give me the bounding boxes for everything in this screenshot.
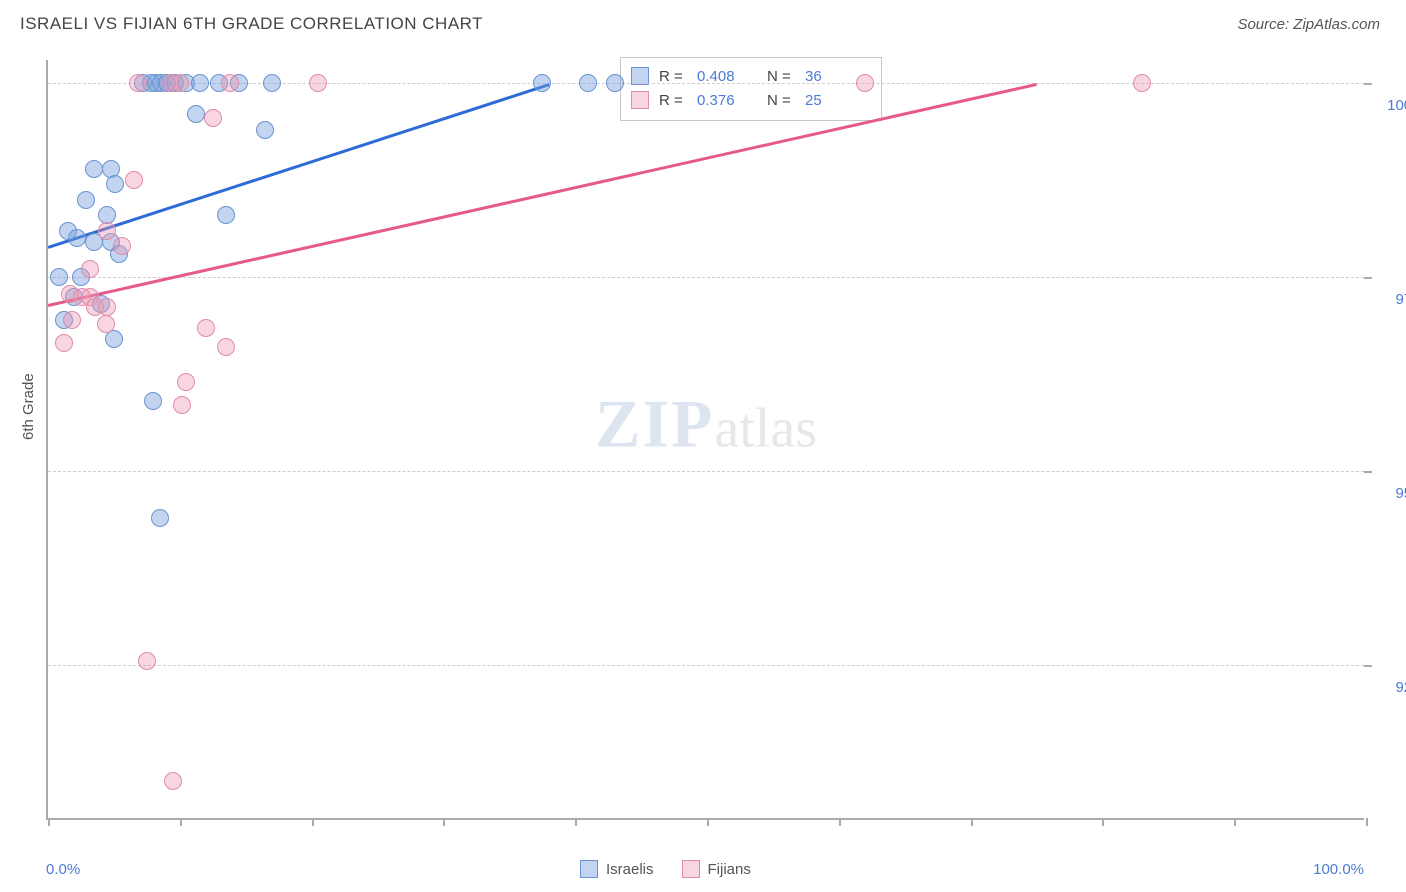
plot-area: ZIPatlas R = 0.408 N = 36 R = 0.376 N = … — [46, 60, 1364, 820]
legend-r-label: R = — [659, 92, 687, 109]
y-tick — [1364, 83, 1372, 85]
x-tick — [839, 818, 841, 826]
swatch-fijians — [682, 860, 700, 878]
watermark: ZIPatlas — [595, 384, 817, 463]
data-point — [217, 338, 235, 356]
legend-n-label: N = — [767, 92, 795, 109]
y-tick-label: 100.0% — [1378, 97, 1406, 114]
data-point — [1133, 74, 1151, 92]
y-tick — [1364, 471, 1372, 473]
legend-row-israelis: R = 0.408 N = 36 — [631, 64, 865, 88]
data-point — [221, 74, 239, 92]
x-tick — [1234, 818, 1236, 826]
data-point — [606, 74, 624, 92]
data-point — [856, 74, 874, 92]
gridline — [48, 277, 1364, 278]
x-axis-min-label: 0.0% — [46, 861, 80, 878]
legend-r-value-fijians: 0.376 — [697, 92, 757, 109]
data-point — [151, 509, 169, 527]
y-tick-label: 92.5% — [1378, 679, 1406, 696]
data-point — [68, 229, 86, 247]
x-tick — [180, 818, 182, 826]
swatch-israelis — [580, 860, 598, 878]
legend-n-value-fijians: 25 — [805, 92, 865, 109]
x-tick — [312, 818, 314, 826]
legend-n-label: N = — [767, 68, 795, 85]
legend-row-fijians: R = 0.376 N = 25 — [631, 88, 865, 112]
series-legend: Israelis Fijians — [580, 860, 751, 878]
data-point — [579, 74, 597, 92]
data-point — [144, 392, 162, 410]
swatch-fijians — [631, 91, 649, 109]
legend-label-fijians: Fijians — [708, 861, 751, 878]
x-tick — [707, 818, 709, 826]
data-point — [171, 74, 189, 92]
data-point — [204, 109, 222, 127]
data-point — [263, 74, 281, 92]
data-point — [191, 74, 209, 92]
data-point — [97, 315, 115, 333]
legend-label-israelis: Israelis — [606, 861, 654, 878]
trend-line — [48, 83, 550, 248]
watermark-atlas: atlas — [714, 397, 817, 459]
x-tick — [443, 818, 445, 826]
data-point — [81, 260, 99, 278]
data-point — [55, 334, 73, 352]
legend-r-value-israelis: 0.408 — [697, 68, 757, 85]
legend-item-israelis: Israelis — [580, 860, 654, 878]
gridline — [48, 665, 1364, 666]
x-tick — [971, 818, 973, 826]
x-tick — [1366, 818, 1368, 826]
data-point — [256, 121, 274, 139]
data-point — [50, 268, 68, 286]
data-point — [138, 652, 156, 670]
data-point — [106, 175, 124, 193]
data-point — [113, 237, 131, 255]
x-tick — [1102, 818, 1104, 826]
data-point — [164, 772, 182, 790]
legend-r-label: R = — [659, 68, 687, 85]
data-point — [77, 191, 95, 209]
data-point — [85, 160, 103, 178]
data-point — [98, 298, 116, 316]
data-point — [125, 171, 143, 189]
chart-title: ISRAELI VS FIJIAN 6TH GRADE CORRELATION … — [20, 14, 483, 34]
data-point — [187, 105, 205, 123]
data-point — [309, 74, 327, 92]
data-point — [177, 373, 195, 391]
y-axis-label: 6th Grade — [20, 373, 37, 440]
data-point — [63, 311, 81, 329]
data-point — [129, 74, 147, 92]
chart-container: ISRAELI VS FIJIAN 6TH GRADE CORRELATION … — [0, 0, 1406, 892]
source-attribution: Source: ZipAtlas.com — [1237, 16, 1380, 33]
y-tick-label: 95.0% — [1378, 485, 1406, 502]
data-point — [197, 319, 215, 337]
x-tick — [575, 818, 577, 826]
data-point — [173, 396, 191, 414]
correlation-legend: R = 0.408 N = 36 R = 0.376 N = 25 — [620, 57, 882, 121]
data-point — [217, 206, 235, 224]
legend-item-fijians: Fijians — [682, 860, 751, 878]
y-tick — [1364, 665, 1372, 667]
x-tick — [48, 818, 50, 826]
watermark-zip: ZIP — [595, 385, 714, 461]
data-point — [105, 330, 123, 348]
data-point — [98, 222, 116, 240]
y-tick — [1364, 277, 1372, 279]
y-tick-label: 97.5% — [1378, 291, 1406, 308]
data-point — [533, 74, 551, 92]
gridline — [48, 471, 1364, 472]
x-axis-max-label: 100.0% — [1313, 861, 1364, 878]
